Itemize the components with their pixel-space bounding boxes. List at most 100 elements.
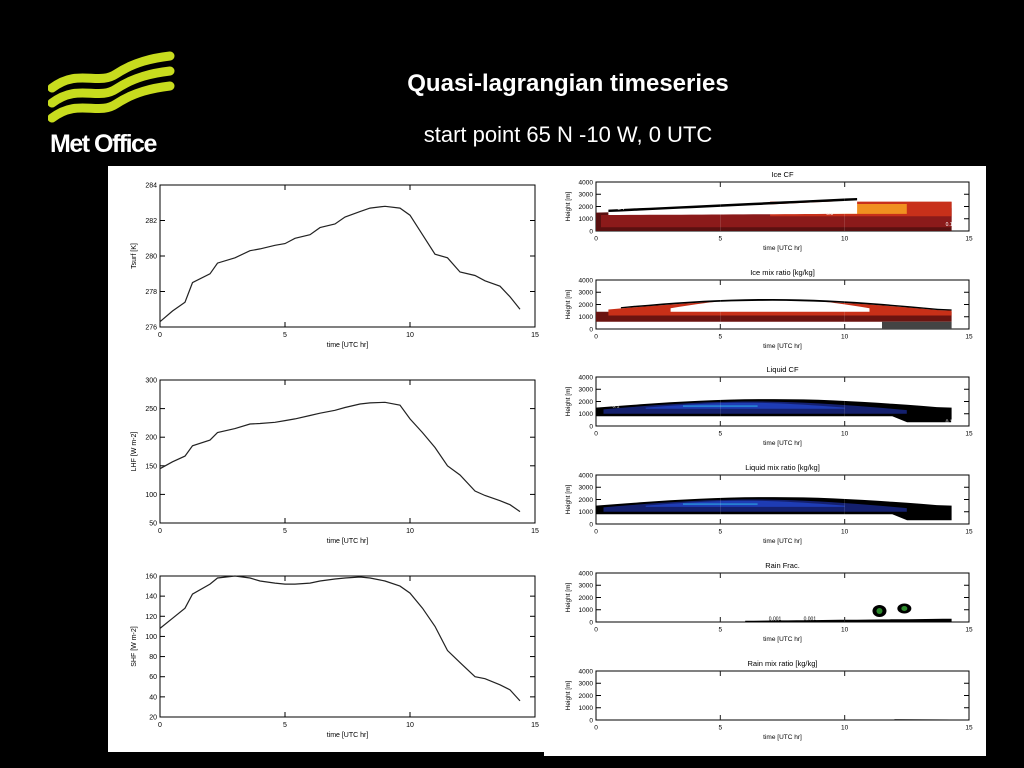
y-tick-label: 40	[149, 694, 157, 701]
x-tick-label: 0	[594, 334, 598, 341]
y-tick-label: 0	[589, 717, 593, 724]
plot-frame	[595, 572, 970, 623]
y-tick-label: 2000	[579, 204, 594, 211]
liquid-peak-fill	[683, 405, 758, 407]
x-tick-label: 0	[594, 725, 598, 732]
x-tick-label: 10	[841, 334, 849, 341]
x-tick-label: 5	[719, 334, 723, 341]
x-tick-label: 5	[719, 627, 723, 634]
chart-title: Liquid mix ratio [kg/kg]	[745, 463, 820, 472]
contour-label: 0.1	[612, 404, 619, 410]
y-tick-label: 284	[145, 183, 157, 190]
y-axis-label: Height [m]	[565, 386, 572, 416]
slide-title: Quasi-lagrangian timeseries	[407, 70, 729, 97]
series-line	[159, 401, 521, 513]
chart-title: Ice CF	[771, 170, 794, 179]
ice-mix-base-fill	[882, 321, 952, 329]
x-axis-label: time [UTC hr]	[763, 440, 802, 447]
y-axis-label: Height [m]	[565, 680, 572, 710]
x-tick-label: 5	[283, 332, 287, 339]
y-tick-label: 4000	[579, 472, 594, 479]
y-tick-label: 276	[145, 325, 157, 332]
chart-title: Liquid CF	[766, 365, 799, 374]
y-tick-label: 20	[149, 715, 157, 722]
y-tick-label: 60	[149, 674, 157, 681]
contour-label: 0.4	[617, 206, 624, 212]
y-tick-label: 1000	[579, 411, 594, 418]
x-tick-label: 15	[965, 529, 973, 536]
y-tick-label: 4000	[579, 668, 594, 675]
y-axis-label: Height [m]	[565, 191, 572, 221]
y-axis-label: LHF [W m-2]	[131, 432, 138, 472]
y-tick-label: 0	[589, 423, 593, 430]
y-tick-label: 4000	[579, 570, 594, 577]
x-tick-label: 15	[531, 528, 539, 535]
x-tick-label: 15	[965, 236, 973, 243]
x-tick-label: 15	[965, 627, 973, 634]
x-tick-label: 15	[965, 725, 973, 732]
y-axis-label: Height [m]	[565, 289, 572, 319]
y-tick-label: 3000	[579, 192, 594, 199]
liquid-peak-fill	[683, 503, 758, 505]
chart-2: 0 5 10 15 20 40 60 80 100 120 140 160 time [UTC hr] S…	[131, 574, 539, 740]
y-axis-label: Height [m]	[565, 484, 572, 514]
chart-title: Rain Frac.	[765, 561, 800, 570]
y-axis-label: Height [m]	[565, 582, 572, 612]
plot-frame	[159, 379, 536, 524]
chart-8: 0 5 10 15 0 1000 2000 3000 4000 time [UTC hr] Heig…	[565, 659, 973, 741]
y-tick-label: 4000	[579, 179, 594, 186]
x-axis-label: time [UTC hr]	[327, 732, 369, 739]
x-tick-label: 5	[719, 431, 723, 438]
x-axis-label: time [UTC hr]	[327, 342, 369, 349]
contour-label: 0.1	[946, 420, 953, 426]
chart-7: 0 5 10 15 0 1000 2000 3000 4000 time [UTC hr] Heig…	[565, 561, 973, 643]
chart-title: Rain mix ratio [kg/kg]	[747, 659, 817, 668]
x-axis-label: time [UTC hr]	[763, 734, 802, 741]
chart-4: 0 5 10 15 0 1000 2000 3000 4000 time [UTC hr] Heig…	[565, 268, 973, 350]
y-tick-label: 200	[145, 435, 157, 442]
chart-1: 0 5 10 15 50 100 150 200 250 300 time [UTC hr] LHF …	[131, 378, 539, 546]
x-tick-label: 0	[158, 332, 162, 339]
chart-3: 0 5 10 15 0 1000 2000 3000 4000 time [UTC hr] Heig…	[565, 170, 973, 252]
logo-text: Met Office	[50, 130, 157, 158]
ice-cf-edge-fill	[608, 198, 858, 212]
y-tick-label: 100	[145, 492, 157, 499]
y-tick-label: 1000	[579, 216, 594, 223]
y-tick-label: 0	[589, 228, 593, 235]
x-tick-label: 0	[158, 528, 162, 535]
contour-panel: 0 5 10 15 0 1000 2000 3000 4000 time [UTC hr] Heig…	[544, 166, 986, 756]
contour-label: 0.1	[821, 195, 828, 201]
chart-6: 0 5 10 15 0 1000 2000 3000 4000 time [UTC hr] Heig…	[565, 463, 973, 545]
chart-5: 0 5 10 15 0 1000 2000 3000 4000 time [UTC hr] Heig…	[565, 365, 973, 447]
y-axis-label: SHF [W m-2]	[131, 626, 138, 666]
y-tick-label: 3000	[579, 583, 594, 590]
x-tick-label: 10	[406, 722, 414, 729]
contour-label: 0.001	[769, 617, 782, 623]
rain-frac-blob-core	[901, 606, 908, 612]
rain-frac-blob-core	[876, 607, 883, 614]
y-tick-label: 280	[145, 254, 157, 261]
y-tick-label: 4000	[579, 374, 594, 381]
x-tick-label: 10	[841, 431, 849, 438]
met-office-logo	[48, 51, 175, 123]
chart-title: Ice mix ratio [kg/kg]	[750, 268, 815, 277]
x-tick-label: 5	[719, 236, 723, 243]
x-axis-label: time [UTC hr]	[327, 538, 369, 545]
ice-mix-edge-fill	[620, 299, 952, 311]
x-tick-label: 15	[965, 334, 973, 341]
y-tick-label: 0	[589, 521, 593, 528]
rain-frac-base-fill	[745, 618, 952, 622]
y-tick-label: 3000	[579, 290, 594, 297]
plot-frame	[159, 575, 536, 718]
y-tick-label: 250	[145, 406, 157, 413]
x-tick-label: 10	[406, 528, 414, 535]
x-tick-label: 10	[841, 725, 849, 732]
y-tick-label: 0	[589, 619, 593, 626]
x-tick-label: 15	[965, 431, 973, 438]
x-tick-label: 0	[594, 627, 598, 634]
y-tick-label: 160	[145, 574, 157, 581]
timeseries-charts: 0 5 10 15 276 278 280 282 284 time [UTC hr] Tsurf …	[131, 183, 539, 740]
plot-frame	[159, 184, 536, 328]
y-tick-label: 100	[145, 634, 157, 641]
y-tick-label: 2000	[579, 497, 594, 504]
